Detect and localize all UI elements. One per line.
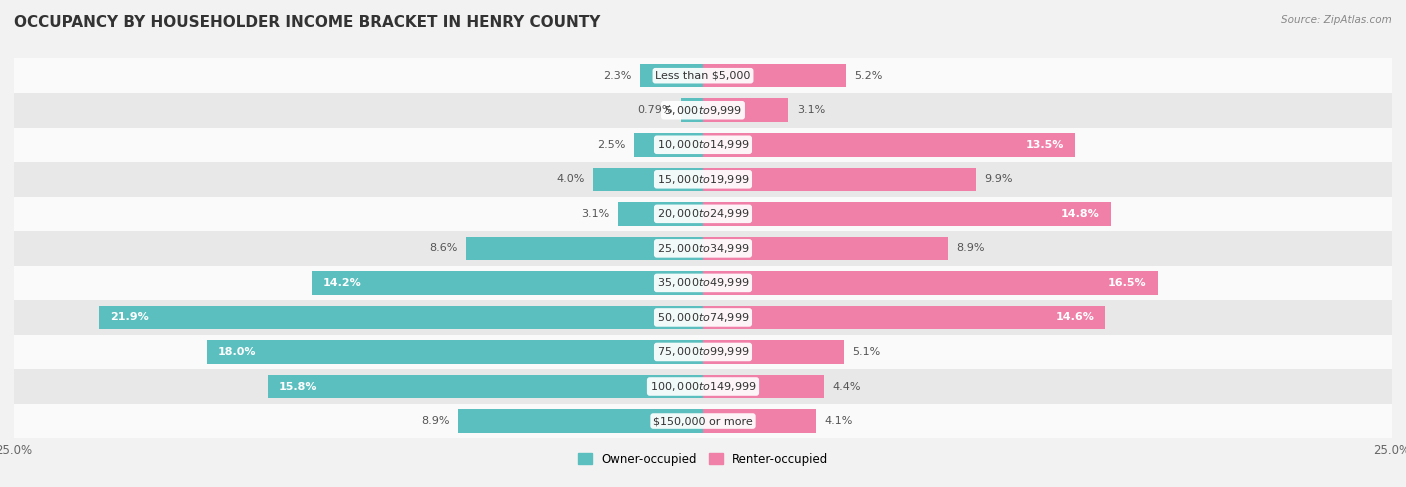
Text: 16.5%: 16.5% bbox=[1108, 278, 1147, 288]
Bar bbox=[312, 271, 703, 295]
Bar bbox=[14, 404, 1392, 438]
Bar bbox=[14, 335, 1392, 369]
Bar bbox=[267, 375, 703, 398]
Bar bbox=[703, 375, 824, 398]
Text: $20,000 to $24,999: $20,000 to $24,999 bbox=[657, 207, 749, 220]
Text: Source: ZipAtlas.com: Source: ZipAtlas.com bbox=[1281, 15, 1392, 25]
Text: 14.6%: 14.6% bbox=[1056, 313, 1094, 322]
Bar bbox=[703, 409, 815, 433]
Bar bbox=[14, 300, 1392, 335]
Text: 14.8%: 14.8% bbox=[1062, 209, 1099, 219]
Text: $35,000 to $49,999: $35,000 to $49,999 bbox=[657, 277, 749, 289]
Bar bbox=[465, 237, 703, 260]
Bar bbox=[634, 133, 703, 156]
Text: $150,000 or more: $150,000 or more bbox=[654, 416, 752, 426]
Bar bbox=[14, 93, 1392, 128]
Bar bbox=[14, 231, 1392, 265]
Text: 8.9%: 8.9% bbox=[420, 416, 450, 426]
Text: OCCUPANCY BY HOUSEHOLDER INCOME BRACKET IN HENRY COUNTY: OCCUPANCY BY HOUSEHOLDER INCOME BRACKET … bbox=[14, 15, 600, 30]
Text: 13.5%: 13.5% bbox=[1025, 140, 1064, 150]
Text: $5,000 to $9,999: $5,000 to $9,999 bbox=[664, 104, 742, 117]
Text: 14.2%: 14.2% bbox=[323, 278, 361, 288]
Text: 15.8%: 15.8% bbox=[278, 381, 318, 392]
Text: 4.4%: 4.4% bbox=[832, 381, 860, 392]
Text: 2.5%: 2.5% bbox=[598, 140, 626, 150]
Bar bbox=[682, 98, 703, 122]
Text: 18.0%: 18.0% bbox=[218, 347, 256, 357]
Bar bbox=[703, 168, 976, 191]
Bar bbox=[14, 128, 1392, 162]
Bar bbox=[617, 202, 703, 225]
Bar bbox=[703, 306, 1105, 329]
Bar bbox=[14, 197, 1392, 231]
Text: 8.9%: 8.9% bbox=[956, 244, 986, 253]
Bar bbox=[703, 271, 1157, 295]
Bar bbox=[14, 58, 1392, 93]
Text: 4.0%: 4.0% bbox=[557, 174, 585, 184]
Bar bbox=[703, 64, 846, 88]
Bar bbox=[703, 202, 1111, 225]
Text: 4.1%: 4.1% bbox=[824, 416, 852, 426]
Text: 9.9%: 9.9% bbox=[984, 174, 1012, 184]
Text: Less than $5,000: Less than $5,000 bbox=[655, 71, 751, 81]
Bar bbox=[207, 340, 703, 364]
Text: 2.3%: 2.3% bbox=[603, 71, 631, 81]
Text: 8.6%: 8.6% bbox=[429, 244, 458, 253]
Bar bbox=[640, 64, 703, 88]
Text: $100,000 to $149,999: $100,000 to $149,999 bbox=[650, 380, 756, 393]
Text: $25,000 to $34,999: $25,000 to $34,999 bbox=[657, 242, 749, 255]
Text: $50,000 to $74,999: $50,000 to $74,999 bbox=[657, 311, 749, 324]
Text: 3.1%: 3.1% bbox=[581, 209, 609, 219]
Text: 5.2%: 5.2% bbox=[855, 71, 883, 81]
Text: 21.9%: 21.9% bbox=[111, 313, 149, 322]
Bar bbox=[100, 306, 703, 329]
Bar bbox=[593, 168, 703, 191]
Legend: Owner-occupied, Renter-occupied: Owner-occupied, Renter-occupied bbox=[572, 448, 834, 470]
Bar bbox=[14, 265, 1392, 300]
Bar bbox=[14, 369, 1392, 404]
Bar bbox=[703, 133, 1076, 156]
Bar bbox=[458, 409, 703, 433]
Bar bbox=[703, 340, 844, 364]
Text: $10,000 to $14,999: $10,000 to $14,999 bbox=[657, 138, 749, 151]
Bar bbox=[14, 162, 1392, 197]
Text: $15,000 to $19,999: $15,000 to $19,999 bbox=[657, 173, 749, 186]
Bar bbox=[703, 237, 948, 260]
Bar bbox=[703, 98, 789, 122]
Text: 5.1%: 5.1% bbox=[852, 347, 880, 357]
Text: $75,000 to $99,999: $75,000 to $99,999 bbox=[657, 345, 749, 358]
Text: 3.1%: 3.1% bbox=[797, 105, 825, 115]
Text: 0.79%: 0.79% bbox=[637, 105, 673, 115]
